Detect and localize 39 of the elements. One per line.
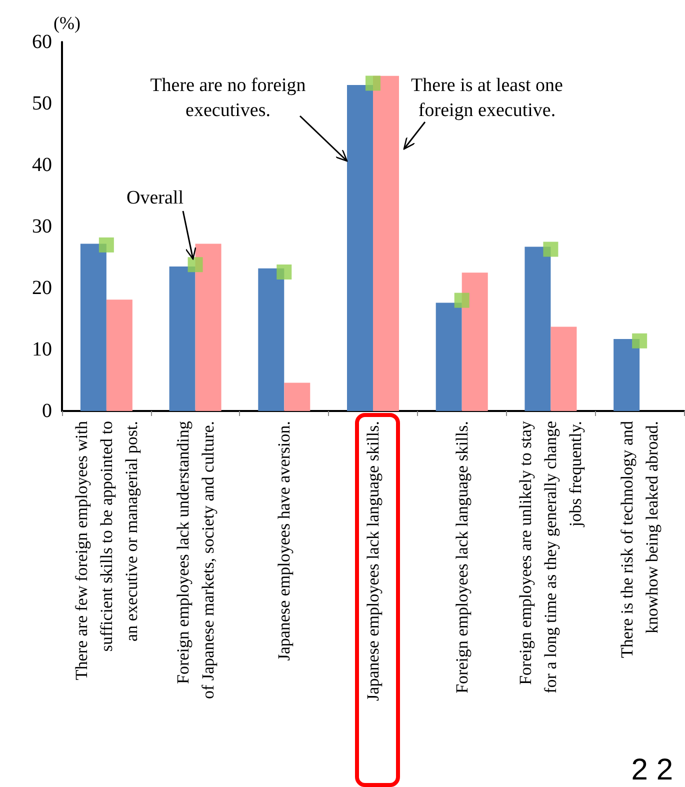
y-tick-label: 40 (32, 154, 52, 176)
bar (169, 266, 196, 411)
text: 2 2 (631, 754, 674, 786)
bar (614, 339, 640, 411)
bar (436, 302, 462, 411)
bar (258, 268, 284, 411)
x-tick-label: Foreign employees lack understanding of Japanese markets, society and culture. (173, 420, 218, 700)
x-tick-label: Foreign employees are unlikely to stay for a long time as they generally change jobs frequently. (516, 420, 586, 694)
bar (284, 382, 310, 411)
y-tick-label: 20 (32, 277, 52, 299)
y-tick-label: 50 (32, 92, 52, 114)
text: There are no foreign executives. (150, 75, 306, 121)
x-tick-label: There is the risk of technology and knowhow being leaked abroad. (618, 420, 662, 658)
y-tick-label: 0 (42, 400, 52, 422)
bar (195, 244, 222, 411)
series-label: Overall (126, 188, 184, 208)
bar (524, 246, 551, 411)
y-tick-label: 60 (32, 31, 52, 53)
point (188, 257, 203, 272)
point (98, 237, 114, 252)
bar (106, 300, 132, 411)
x-tick-label: There are few foreign employees with sufficient skills to be appointed to an executive or managerial post. (72, 420, 141, 680)
x-tick-label: Foreign employees lack language skills. (452, 421, 472, 694)
point (366, 76, 380, 91)
bar (80, 244, 106, 411)
bar (550, 326, 577, 411)
bar (373, 76, 399, 411)
point (454, 292, 470, 308)
point (543, 242, 558, 257)
bar (462, 272, 488, 411)
point (632, 333, 648, 348)
x-tick-label: Japanese employees have aversion. (274, 421, 294, 661)
y-tick-label: 30 (32, 216, 52, 238)
bar (347, 85, 373, 411)
series-label: There is at least one foreign executive. (411, 75, 563, 121)
point (276, 264, 292, 280)
y-tick-label: 10 (32, 338, 52, 360)
x-tick-label: Japanese employees lack language skills. (364, 421, 382, 701)
y-axis-title: (%) (54, 13, 80, 34)
